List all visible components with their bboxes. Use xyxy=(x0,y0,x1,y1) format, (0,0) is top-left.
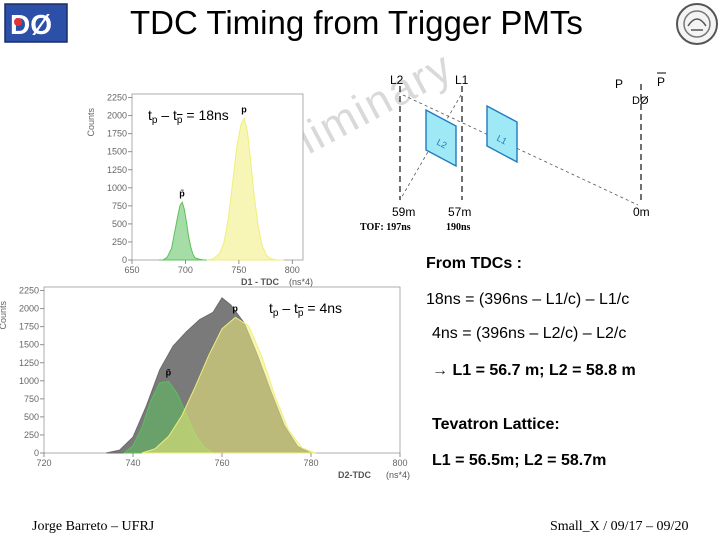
series-1-area xyxy=(206,117,284,261)
y-tick-label-7: 1750 xyxy=(19,322,39,332)
arrow-icon: → xyxy=(432,362,448,379)
d0-distance: 0m xyxy=(633,205,650,219)
tof-geometry-diagram: L2 L1 P P DØ L2 L1 59m 57m 0m TOF: 197ns… xyxy=(360,72,666,233)
y-tick-label-4: 1000 xyxy=(107,183,127,193)
top-time-difference-note: tp – tp = 18ns xyxy=(148,107,229,126)
equation-l2: 4ns = (396ns – L2/c) – L2/c xyxy=(432,325,627,342)
y-tick-label-0: 0 xyxy=(34,448,39,458)
l2-distance: 59m xyxy=(392,205,415,219)
l2-label: L2 xyxy=(390,73,404,87)
series-1-label: p xyxy=(241,105,247,115)
university-seal xyxy=(676,3,718,45)
x-tick-label-3: 780 xyxy=(303,458,318,468)
y-axis-label: Counts xyxy=(0,301,8,330)
tof-label: TOF: 197ns xyxy=(360,222,411,233)
y-tick-label-8: 2000 xyxy=(19,304,39,314)
x-axis-label: D1 - TDC xyxy=(241,277,280,287)
lattice-heading: Tevatron Lattice: xyxy=(432,416,560,433)
box-l1-label: L1 xyxy=(495,133,509,147)
y-tick-label-7: 1750 xyxy=(107,129,127,139)
author-footer: Jorge Barreto – UFRJ xyxy=(32,519,155,534)
result-lengths: → L1 = 56.7 m; L2 = 58.8 m xyxy=(432,362,636,379)
y-tick-label-3: 750 xyxy=(24,394,39,404)
x-tick-label-2: 760 xyxy=(214,458,229,468)
x-tick-label-1: 700 xyxy=(178,265,193,275)
x-axis-label: D2-TDC xyxy=(338,470,371,480)
series-1-label: p̄ xyxy=(166,368,172,378)
dzero-logo: DØ xyxy=(4,3,68,43)
y-tick-label-0: 0 xyxy=(122,255,127,265)
date-footer: Small_X / 09/17 – 09/20 xyxy=(550,519,689,534)
y-tick-label-2: 500 xyxy=(24,412,39,422)
x-tick-label-0: 720 xyxy=(36,458,51,468)
box-l2-label: L2 xyxy=(435,137,449,151)
x-axis-unit: (ns*4) xyxy=(289,277,313,287)
d2-tdc-histogram: p̄ p 0 250 500 750 1000 1250 1500 1750 2000 2250 720… xyxy=(0,286,410,480)
x-tick-label-0: 650 xyxy=(124,265,139,275)
y-tick-label-3: 750 xyxy=(112,201,127,211)
y-tick-label-1: 250 xyxy=(24,430,39,440)
antiproton-label: P xyxy=(657,75,665,89)
series-0-area xyxy=(158,201,213,261)
y-tick-label-5: 1250 xyxy=(107,165,127,175)
proton-label: P xyxy=(615,77,623,91)
d1-tdc-histogram: p̄ p 0 250 500 750 1000 1250 1500 1750 2000 2250 650… xyxy=(86,93,313,287)
series-0-label: p̄ xyxy=(179,188,185,198)
y-tick-label-4: 1000 xyxy=(19,376,39,386)
y-tick-label-5: 1250 xyxy=(19,358,39,368)
y-tick-label-1: 250 xyxy=(112,237,127,247)
y-axis-label: Counts xyxy=(86,108,96,137)
d0-label: DØ xyxy=(632,95,649,107)
x-tick-label-2: 750 xyxy=(231,265,246,275)
l1-distance: 57m xyxy=(448,205,471,219)
l1-label: L1 xyxy=(455,73,469,87)
x-tick-label-4: 800 xyxy=(392,458,407,468)
y-tick-label-6: 1500 xyxy=(107,147,127,157)
page-title: TDC Timing from Trigger PMTs xyxy=(130,4,583,41)
x-axis-unit: (ns*4) xyxy=(386,470,410,480)
y-tick-label-8: 2000 xyxy=(107,111,127,121)
equation-l1: 18ns = (396ns – L1/c) – L1/c xyxy=(426,291,630,308)
y-tick-label-6: 1500 xyxy=(19,340,39,350)
series-2-label: p xyxy=(232,303,238,313)
tof-value: 190ns xyxy=(446,222,471,233)
results-heading: From TDCs : xyxy=(426,255,522,272)
bottom-time-difference-note: tp – tp = 4ns xyxy=(269,300,343,319)
y-tick-label-9: 2250 xyxy=(107,93,127,103)
x-tick-label-3: 800 xyxy=(285,265,300,275)
series-2-area xyxy=(141,316,316,454)
plot-frame xyxy=(131,93,304,261)
y-tick-label-2: 500 xyxy=(112,219,127,229)
y-tick-label-9: 2250 xyxy=(19,286,39,296)
x-tick-label-1: 740 xyxy=(125,458,140,468)
lattice-values: L1 = 56.5m; L2 = 58.7m xyxy=(432,452,607,469)
